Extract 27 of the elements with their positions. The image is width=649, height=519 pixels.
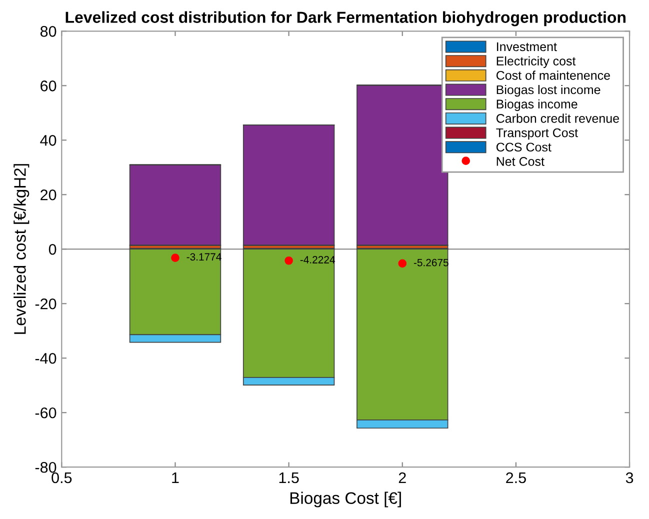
legend-label: Biogas lost income bbox=[496, 84, 600, 97]
y-tick-label: -60 bbox=[35, 407, 56, 418]
legend-label: Transport Cost bbox=[496, 128, 578, 140]
legend-label: Net Cost bbox=[496, 157, 544, 166]
x-axis-title: Biogas Cost [€] bbox=[290, 492, 401, 508]
y-tick-label: 60 bbox=[40, 80, 56, 92]
x-tick-label: 1 bbox=[172, 472, 179, 484]
legend-label: Investment bbox=[497, 42, 557, 52]
y-tick-label: -40 bbox=[35, 352, 56, 364]
legend-label: Cost of maintenence bbox=[496, 70, 610, 80]
x-tick-label: 3 bbox=[626, 472, 634, 484]
legend-label: Biogas income bbox=[496, 99, 578, 111]
y-tick-label: 20 bbox=[40, 189, 56, 200]
y-tick-label: -80 bbox=[35, 462, 56, 473]
y-tick-label: 80 bbox=[40, 26, 56, 37]
legend-label: CCS Cost bbox=[496, 142, 552, 152]
x-tick-label: 0.5 bbox=[52, 472, 72, 484]
y-axis-title: Levelized cost [€/kgH2] bbox=[14, 164, 30, 334]
y-tick-label: 0 bbox=[48, 244, 56, 255]
y-tick-label: 40 bbox=[40, 135, 56, 146]
y-tick-label: -20 bbox=[35, 298, 56, 310]
chart-title: Levelized cost distribution for Dark Fermentation biohydrogen production bbox=[66, 11, 626, 26]
legend-label: Electricity cost bbox=[496, 56, 576, 68]
x-tick-label: 1.5 bbox=[279, 472, 299, 484]
x-tick-label: 2.5 bbox=[506, 472, 526, 484]
legend-label: Carbon credit revenue bbox=[496, 114, 619, 123]
x-tick-label: 2 bbox=[398, 472, 406, 484]
